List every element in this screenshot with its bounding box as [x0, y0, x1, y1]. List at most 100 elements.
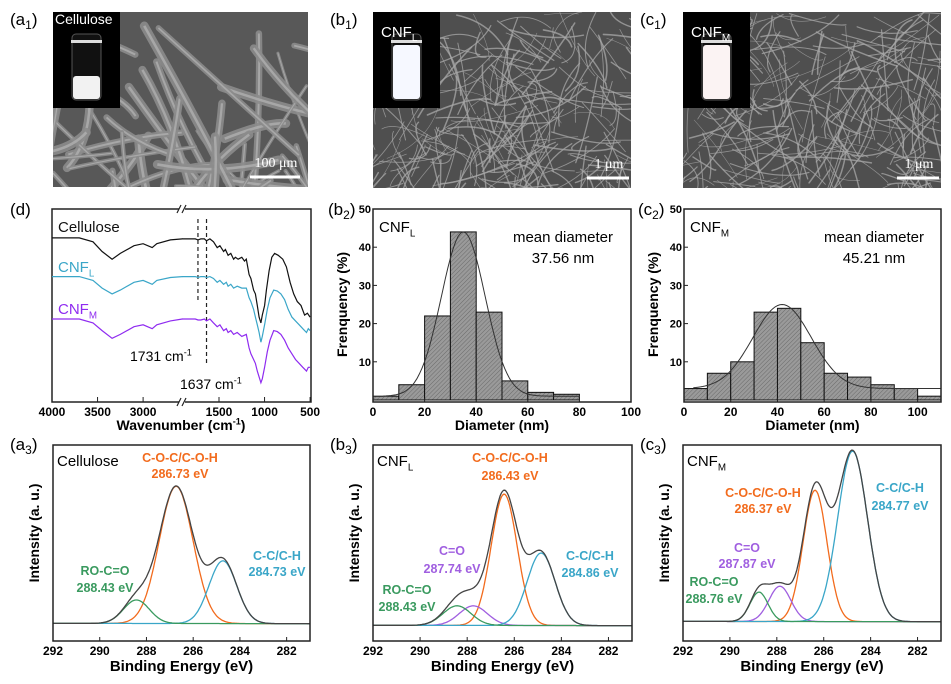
- x-tick-label: 0: [370, 405, 377, 419]
- fiber: [489, 39, 511, 102]
- fiber: [799, 87, 872, 127]
- vial-sediment: [73, 76, 100, 99]
- fiber: [435, 119, 476, 142]
- scale-bar-label: 1 μm: [595, 157, 624, 172]
- fiber: [431, 174, 440, 188]
- fiber: [597, 174, 605, 188]
- fiber: [506, 109, 534, 169]
- fiber: [851, 146, 894, 157]
- fiber: [829, 166, 861, 181]
- x-tick-label: 500: [300, 405, 320, 419]
- x-tick-label: 286: [814, 644, 834, 658]
- vial-rim: [391, 40, 422, 43]
- fiber: [584, 12, 597, 68]
- fiber: [617, 155, 631, 163]
- histogram-chart-c2: 10 20 30 40 50 0 20 40 60 80 100 Diameter (nm) Frenq…: [645, 204, 942, 433]
- fiber: [917, 14, 941, 35]
- series-line-1: [52, 276, 183, 295]
- fiber: [829, 130, 851, 188]
- fiber: [788, 42, 824, 61]
- fiber: [425, 146, 455, 156]
- component-energy-label: 284.73 eV: [249, 565, 307, 579]
- fiber: [605, 180, 616, 188]
- fiber: [925, 179, 928, 188]
- fiber: [479, 138, 548, 153]
- panel-label-b1-sub: 1: [345, 18, 352, 32]
- fiber: [683, 166, 698, 180]
- fiber: [720, 122, 737, 152]
- sample-name: CNF: [381, 24, 412, 41]
- fiber: [373, 154, 378, 163]
- fiber: [836, 60, 841, 103]
- x-tick-label: 284: [551, 644, 571, 658]
- fiber: [812, 43, 865, 49]
- x-tick-label: 288: [767, 644, 787, 658]
- fiber: [567, 153, 603, 163]
- y-axis-title: Intensity (a. u.): [656, 484, 672, 583]
- fiber: [771, 135, 818, 172]
- fiber: [470, 172, 481, 188]
- component-energy-label: 287.87 eV: [719, 557, 777, 571]
- fiber-highlight: [69, 146, 196, 170]
- fiber-highlight: [143, 25, 233, 187]
- fiber: [524, 126, 541, 169]
- fiber: [473, 133, 512, 188]
- xps-chart-b3: 292 290 288 286 284 282 Binding Energy (eV) Int…: [346, 444, 633, 675]
- fiber: [736, 139, 774, 152]
- fiber: [551, 170, 574, 188]
- fiber: [849, 59, 884, 75]
- fiber: [481, 115, 507, 168]
- fiber: [589, 26, 627, 80]
- fiber: [574, 78, 584, 123]
- fiber: [693, 119, 738, 178]
- component-energy-label: 288.43 eV: [77, 581, 135, 595]
- histogram-bar: [800, 342, 825, 401]
- sample-label: Cellulose: [57, 453, 119, 470]
- mean-diameter-label: mean diameter: [513, 229, 613, 246]
- component-energy-label: 287.74 eV: [424, 562, 482, 576]
- component-name-label: C-O-C/C-O-H: [142, 451, 218, 465]
- fiber: [402, 133, 428, 188]
- fiber: [744, 132, 785, 167]
- fiber: [529, 82, 538, 105]
- fiber-highlight: [157, 27, 300, 156]
- fiber: [802, 150, 869, 158]
- fiber: [913, 172, 941, 180]
- fiber: [484, 47, 549, 64]
- sample-label: CNFL: [379, 219, 416, 240]
- fiber: [549, 12, 583, 49]
- vial-suspension: [703, 45, 730, 99]
- fiber: [766, 42, 793, 86]
- panel-label-a1-open: (: [10, 10, 16, 29]
- fiber: [692, 156, 717, 171]
- fiber-highlight: [281, 155, 308, 187]
- fiber: [798, 133, 864, 158]
- fiber: [757, 92, 796, 110]
- fiber: [500, 16, 552, 29]
- fiber: [484, 79, 507, 97]
- fiber: [573, 112, 615, 129]
- component-energy-label: 288.76 eV: [686, 592, 744, 606]
- fiber: [698, 131, 769, 148]
- fiber: [830, 69, 861, 83]
- fiber: [457, 54, 503, 116]
- fiber: [411, 144, 426, 177]
- fiber: [411, 123, 472, 159]
- fiber: [435, 127, 441, 164]
- fiber: [810, 109, 821, 177]
- fiber: [442, 76, 458, 132]
- fiber: [702, 132, 712, 180]
- fiber: [716, 179, 728, 188]
- panel-label-c2: (c2): [638, 200, 665, 222]
- panel-label-c1: (c1): [640, 10, 667, 32]
- panel-label-c1-sub: 1: [654, 18, 661, 32]
- y-tick-label: 20: [670, 319, 682, 331]
- fiber: [826, 105, 874, 140]
- fiber: [386, 106, 439, 159]
- fiber-highlight: [293, 44, 308, 51]
- component-energy-label: 286.73 eV: [152, 467, 210, 481]
- component-name-label: C-O-C/C-O-H: [725, 486, 801, 500]
- histogram-bar: [424, 315, 451, 401]
- fiber: [816, 30, 823, 76]
- x-tick-label: 292: [673, 644, 693, 658]
